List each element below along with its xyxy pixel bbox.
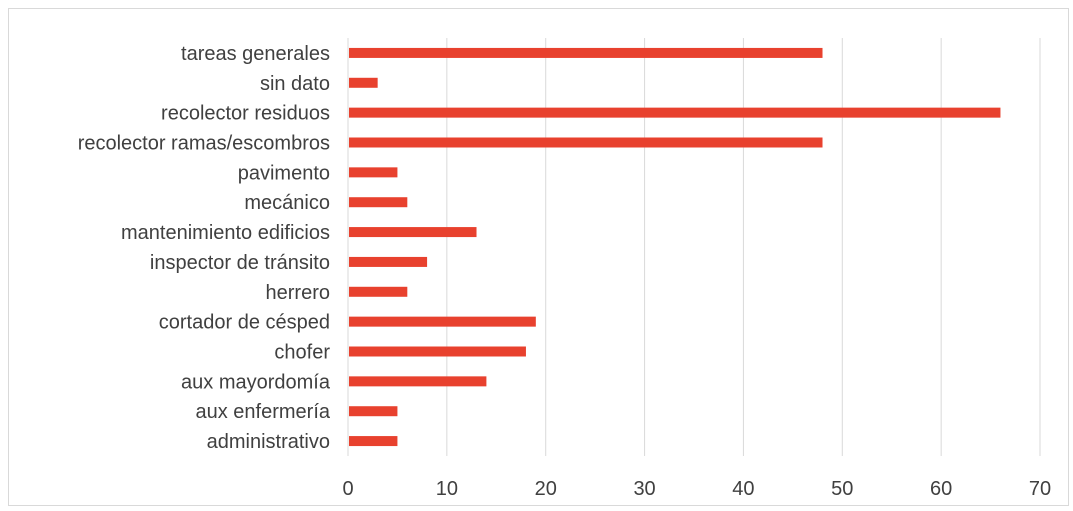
bar	[349, 47, 823, 58]
bar	[349, 167, 398, 178]
bar	[349, 77, 378, 88]
category-label: herrero	[266, 282, 330, 304]
category-label: recolector residuos	[161, 103, 330, 125]
x-tick-label: 20	[535, 478, 557, 500]
bar	[349, 137, 823, 148]
category-label: aux mayordomía	[181, 371, 331, 393]
bar	[349, 197, 408, 208]
category-label: mantenimiento edificios	[121, 222, 330, 244]
category-label: mecánico	[244, 192, 330, 214]
bar	[349, 346, 526, 357]
bar	[349, 107, 1001, 118]
bar	[349, 316, 536, 327]
category-label: inspector de tránsito	[150, 252, 330, 274]
category-label: aux enfermería	[195, 401, 330, 423]
x-tick-label: 30	[633, 478, 655, 500]
bar	[349, 256, 428, 267]
bars	[349, 47, 1001, 447]
category-label: cortador de césped	[159, 312, 330, 334]
bar	[349, 286, 408, 297]
category-label: sin dato	[260, 73, 330, 95]
gridlines	[446, 38, 1041, 456]
x-tick-label: 40	[732, 478, 754, 500]
x-tick-label: 10	[436, 478, 458, 500]
category-label: chofer	[274, 342, 330, 364]
x-tick-label: 0	[342, 478, 353, 500]
x-tick-label: 60	[930, 478, 952, 500]
bar	[349, 436, 398, 447]
bar	[349, 376, 487, 387]
category-label: pavimento	[238, 162, 330, 184]
category-labels: tareas generales sin dato recolector resid…	[78, 43, 331, 453]
category-label: recolector ramas/escombros	[78, 133, 330, 155]
x-tick-label: 70	[1029, 478, 1051, 500]
chart-frame	[8, 8, 1069, 506]
x-tick-labels: 0 10 20 30 40 50 60 70	[342, 478, 1051, 500]
category-label: tareas generales	[181, 43, 330, 65]
category-label: administrativo	[207, 431, 330, 453]
x-tick-label: 50	[831, 478, 853, 500]
bar	[349, 227, 477, 238]
bar	[349, 406, 398, 417]
